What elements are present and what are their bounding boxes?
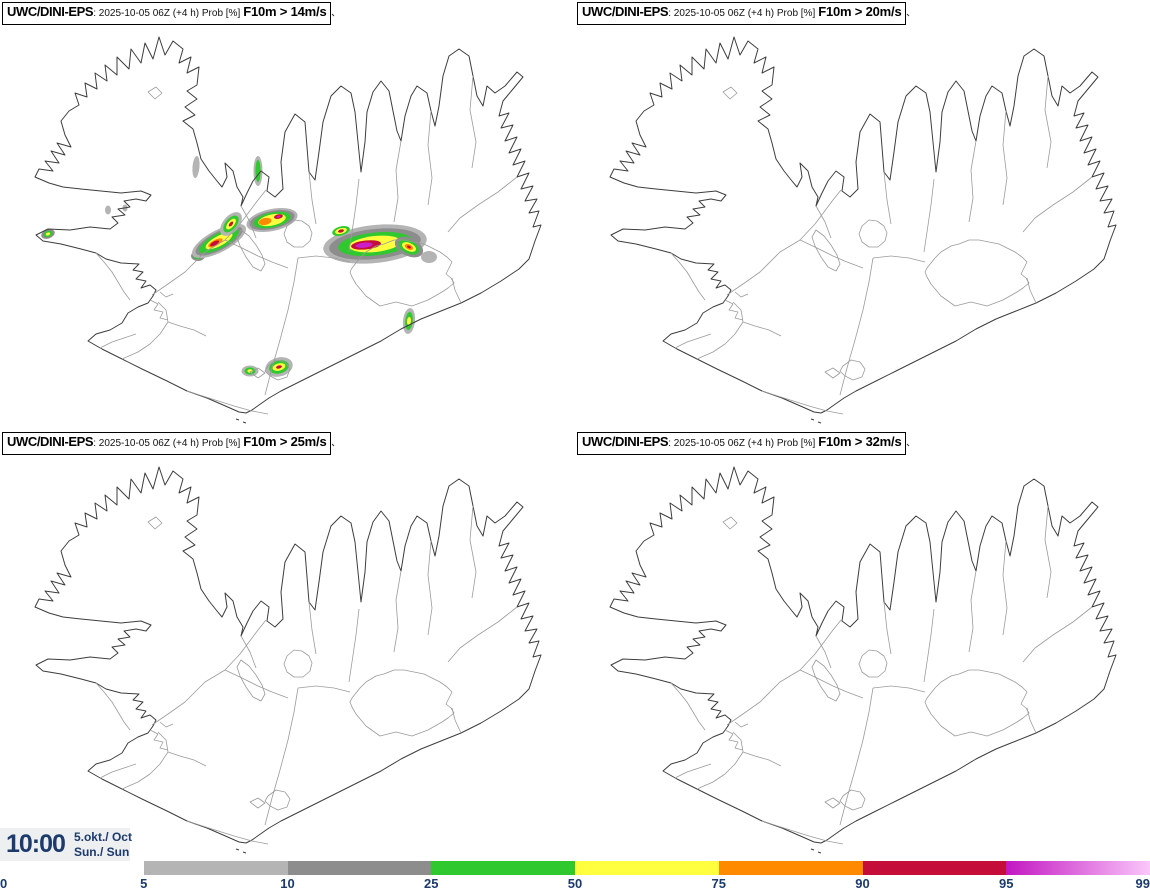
probability-cluster xyxy=(241,365,259,377)
iceland-map xyxy=(0,430,575,860)
run-info: : 2025-10-05 06Z (+4 h) Prob [%] xyxy=(93,8,241,19)
probability-ring xyxy=(355,242,373,248)
colorbar-tick: 50 xyxy=(567,876,583,891)
run-info: : 2025-10-05 06Z (+4 h) Prob [%] xyxy=(668,438,816,449)
colorbar-segment xyxy=(718,861,863,875)
valid-date-line2: Sun./ Sun xyxy=(73,844,130,859)
map-panel-32ms: UWC/DINI-EPS: 2025-10-05 06Z (+4 h) Prob… xyxy=(575,430,1150,860)
panel-title-20ms: UWC/DINI-EPS: 2025-10-05 06Z (+4 h) Prob… xyxy=(577,2,907,25)
probability-ring xyxy=(228,221,234,227)
probability-ring xyxy=(421,251,437,263)
probability-cluster xyxy=(265,357,293,377)
colorbar-tick: 75 xyxy=(711,876,726,891)
probability-ring xyxy=(276,365,282,369)
colorbar-tick: 99 xyxy=(1135,876,1150,891)
valid-date: 5.okt./ Oct Sun./ Sun xyxy=(74,830,132,859)
probability-ring xyxy=(192,156,200,178)
probability-ring xyxy=(255,160,261,182)
colorbar-segment xyxy=(143,861,288,875)
colorbar-bar xyxy=(0,861,1150,875)
probability-cluster xyxy=(246,207,298,233)
colorbar-tick: 10 xyxy=(280,876,295,891)
colorbar-tick: 0 xyxy=(0,876,8,891)
colorbar-segment xyxy=(431,861,575,875)
colorbar-tick: 5 xyxy=(140,876,148,891)
colorbar-segment xyxy=(1006,861,1150,875)
probability-ring xyxy=(210,240,220,247)
probability-ring xyxy=(258,217,272,226)
threshold-label: F10m > 14m/s xyxy=(243,4,327,19)
probability-cluster xyxy=(41,229,55,239)
valid-date-line1: 5.okt./ Oct xyxy=(73,830,132,845)
probability-cluster xyxy=(192,223,246,259)
threshold-label: F10m > 25m/s xyxy=(243,434,327,449)
colorbar-segment xyxy=(862,861,1007,875)
threshold-label: F10m > 32m/s xyxy=(818,434,902,449)
iceland-map xyxy=(575,0,1150,430)
probability-ring xyxy=(276,215,281,218)
probability-cluster xyxy=(323,224,427,264)
probability-colorbar: 0 5 10 25 50 75 90 95 99 xyxy=(0,861,1150,891)
probability-ring xyxy=(406,317,412,325)
product-name: UWC/DINI-EPS xyxy=(582,434,669,449)
product-name: UWC/DINI-EPS xyxy=(7,434,94,449)
iceland-map xyxy=(575,430,1150,860)
colorbar-segment xyxy=(287,861,432,875)
colorbar-tick: 25 xyxy=(424,876,439,891)
colorbar-segment xyxy=(575,861,719,875)
panel-title-25ms: UWC/DINI-EPS: 2025-10-05 06Z (+4 h) Prob… xyxy=(2,432,332,455)
colorbar-tick: 90 xyxy=(855,876,870,891)
map-panel-14ms: UWC/DINI-EPS: 2025-10-05 06Z (+4 h) Prob… xyxy=(0,0,575,430)
probability-cluster xyxy=(394,236,424,258)
probability-cluster xyxy=(220,212,242,236)
probability-cluster xyxy=(421,251,437,263)
valid-time-block: 10:00 5.okt./ Oct Sun./ Sun xyxy=(0,828,132,861)
run-info: : 2025-10-05 06Z (+4 h) Prob [%] xyxy=(668,8,816,19)
probability-ring xyxy=(45,232,51,236)
valid-time: 10:00 xyxy=(6,830,66,858)
probability-ring xyxy=(247,369,253,373)
probability-ring xyxy=(407,245,411,249)
panel-title-14ms: UWC/DINI-EPS: 2025-10-05 06Z (+4 h) Prob… xyxy=(2,2,332,25)
iceland-map xyxy=(0,0,575,430)
map-panel-20ms: UWC/DINI-EPS: 2025-10-05 06Z (+4 h) Prob… xyxy=(575,0,1150,430)
product-name: UWC/DINI-EPS xyxy=(582,4,669,19)
probability-cluster xyxy=(332,226,350,236)
run-info: : 2025-10-05 06Z (+4 h) Prob [%] xyxy=(93,438,241,449)
map-panel-25ms: UWC/DINI-EPS: 2025-10-05 06Z (+4 h) Prob… xyxy=(0,430,575,860)
probability-ring xyxy=(338,229,344,233)
probability-blobs xyxy=(41,156,437,377)
panel-title-32ms: UWC/DINI-EPS: 2025-10-05 06Z (+4 h) Prob… xyxy=(577,432,907,455)
product-name: UWC/DINI-EPS xyxy=(7,4,94,19)
probability-cluster xyxy=(105,205,111,215)
colorbar-tick: 95 xyxy=(999,876,1014,891)
probability-cluster xyxy=(192,156,200,178)
threshold-label: F10m > 20m/s xyxy=(818,4,902,19)
colorbar-ticks: 0 5 10 25 50 75 90 95 99 xyxy=(0,875,1150,891)
probability-ring xyxy=(105,205,111,215)
probability-cluster xyxy=(402,308,416,334)
